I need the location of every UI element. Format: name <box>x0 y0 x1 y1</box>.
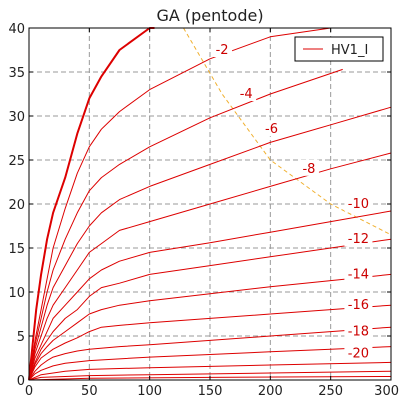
curve-label-bg <box>344 296 373 313</box>
y-tick-label: 25 <box>8 154 25 169</box>
x-axis-ticks: 0 50 100 150 200 250 300 <box>25 28 399 399</box>
x-tick-label: 250 <box>318 384 343 399</box>
curve-label: -4 <box>240 87 253 102</box>
curve-label: -6 <box>265 122 278 137</box>
load-line-path <box>183 27 392 236</box>
y-axis-ticks: 0 5 10 15 20 25 30 35 40 <box>8 22 391 389</box>
y-tick-label: 35 <box>8 66 25 81</box>
curve-label: -8 <box>302 162 315 177</box>
curve-label: -18 <box>348 325 369 340</box>
y-tick-label: 20 <box>8 198 25 213</box>
curve-label-bg <box>236 85 257 101</box>
x-tick-label: 0 <box>25 384 33 399</box>
curve-label: -10 <box>348 197 369 212</box>
x-tick-label: 200 <box>258 384 283 399</box>
curve-label: -2 <box>216 43 229 58</box>
curve-label-bg <box>212 41 233 57</box>
curve-20 <box>28 346 392 381</box>
curve-label-bg <box>344 195 373 211</box>
x-tick-label: 150 <box>198 384 223 399</box>
legend-entry: HV1_I <box>331 43 368 58</box>
curve-2 <box>28 27 331 381</box>
curve-10 <box>28 210 392 381</box>
curve-6 <box>28 106 392 381</box>
curve-label: -14 <box>348 267 369 282</box>
y-tick-label: 30 <box>8 110 25 125</box>
curve-label-bg <box>344 265 373 282</box>
curve-label: -20 <box>348 347 369 362</box>
curve-0 <box>28 27 155 381</box>
y-tick-label: 15 <box>8 242 25 257</box>
x-tick-label: 100 <box>137 384 162 399</box>
curve-label-bg <box>344 344 373 361</box>
x-tick-label: 300 <box>374 384 399 399</box>
curve-label: -12 <box>348 232 369 247</box>
curve-label-bg <box>344 322 373 339</box>
curve-16 <box>28 304 392 381</box>
curve-low-11 <box>28 361 392 381</box>
curve-label-group: -2 -4 -6 -8 -10 -12 -14 -16 -18 -20 <box>212 41 373 362</box>
curve-8 <box>28 152 392 381</box>
y-tick-label: 10 <box>8 286 25 301</box>
chart-title: GA (pentode) <box>156 6 263 25</box>
curve-low-12 <box>28 370 392 381</box>
curve-group <box>28 27 392 381</box>
curve-label: -16 <box>348 298 369 313</box>
load-line <box>183 27 392 236</box>
curve-label-bg <box>298 159 319 176</box>
y-tick-label: 0 <box>17 374 25 389</box>
curve-12 <box>28 238 392 381</box>
curve-label-bg <box>344 230 373 247</box>
y-tick-label: 40 <box>8 22 25 37</box>
curve-label-bg <box>261 120 282 137</box>
legend: HV1_I <box>294 36 384 62</box>
curve-4 <box>28 68 343 381</box>
curve-18 <box>28 326 392 381</box>
x-tick-label: 50 <box>81 384 98 399</box>
y-tick-label: 5 <box>17 330 25 345</box>
curve-14 <box>28 273 392 381</box>
